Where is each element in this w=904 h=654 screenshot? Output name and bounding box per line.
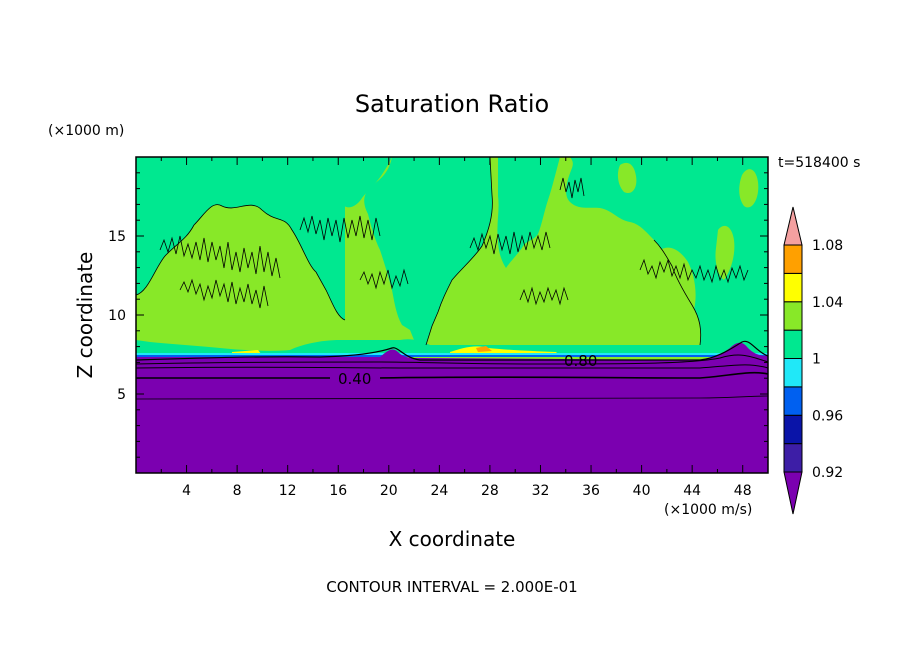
contour-interval-footer: CONTOUR INTERVAL = 2.000E-01 [326, 578, 577, 596]
x-tick-label: 16 [329, 483, 347, 499]
contour-line [469, 231, 551, 255]
contour-line [359, 268, 409, 290]
contour-label-bg [334, 369, 380, 387]
field-1-04-patch [476, 346, 492, 352]
field-1-02-island [617, 162, 637, 194]
field-1-02-island [739, 169, 759, 208]
colorbar-label: 1.04 [812, 295, 843, 311]
chart-title: Saturation Ratio [355, 90, 549, 118]
field-0-98-band [136, 353, 768, 356]
field-1-00-band [136, 339, 768, 356]
contour-line [136, 395, 768, 400]
colorbar-swatch [783, 443, 803, 473]
x-axis-unit: (×1000 m/s) [664, 502, 752, 518]
y-axis-title: Z coordinate [73, 252, 97, 379]
field-1-00-band [136, 157, 330, 213]
x-tick-label: 8 [233, 483, 242, 499]
colorbar-label: 1 [812, 352, 821, 368]
contour-line [136, 340, 768, 361]
contour-line [136, 371, 768, 379]
x-tick-label: 36 [582, 483, 600, 499]
colorbar-swatch [783, 272, 803, 303]
x-axis-title: X coordinate [389, 527, 516, 551]
field-1-00-band [337, 157, 392, 208]
contour-line [425, 157, 493, 346]
x-tick-label: 32 [532, 483, 550, 499]
x-tick-label: 4 [182, 483, 191, 499]
colorbar-label: 1.08 [812, 238, 843, 254]
colorbar-swatch [783, 386, 803, 416]
x-tick-label: 20 [380, 483, 398, 499]
contour-line [639, 258, 749, 284]
x-tick-label: 28 [481, 483, 499, 499]
contour-line [519, 286, 569, 306]
field-0-96-band [136, 355, 768, 357]
x-tick-label: 44 [683, 483, 701, 499]
colorbar-arrow-high [783, 206, 803, 246]
y-tick-label: 10 [108, 308, 126, 324]
colorbar: 0.92 0.96 1 1.04 1.08 [783, 206, 843, 515]
contour-line [179, 278, 269, 309]
contour-line [653, 239, 702, 346]
contour-line [136, 364, 768, 369]
colorbar-swatch [783, 244, 803, 274]
colorbar-arrow-low [783, 471, 803, 515]
x-tick-label: 40 [633, 483, 651, 499]
field-1-00-band [497, 157, 768, 345]
x-axis: 4 8 12 16 20 24 28 32 36 40 44 48 [160, 157, 752, 499]
contour-label: 0.40 [338, 370, 371, 388]
y-axis-unit: (×1000 m) [48, 123, 124, 139]
x-tick-label: 12 [279, 483, 297, 499]
colorbar-swatch [783, 329, 803, 359]
field-below-0-92 [136, 342, 768, 473]
field-1-02-island [715, 225, 735, 280]
contour-line [159, 235, 281, 279]
contour-line [299, 215, 381, 243]
colorbar-swatch [783, 414, 803, 445]
y-tick-label: 15 [108, 229, 126, 245]
contour-field: 0.40 0.80 [136, 157, 768, 473]
contour-line [136, 204, 346, 321]
contour-label: 0.80 [564, 352, 597, 370]
colorbar-label: 0.96 [812, 408, 843, 424]
x-tick-label: 48 [734, 483, 752, 499]
contour-line [136, 354, 768, 365]
field-1-00-band [364, 157, 493, 345]
y-axis: 5 10 15 [108, 172, 768, 458]
y-tick-label: 5 [117, 387, 126, 403]
field-1-02-island [556, 262, 575, 337]
colorbar-label: 0.92 [812, 465, 843, 481]
colorbar-swatch [783, 358, 803, 388]
time-label: t=518400 s [778, 155, 860, 171]
colorbar-swatch [783, 301, 803, 331]
x-tick-label: 24 [430, 483, 448, 499]
contour-line [559, 177, 585, 199]
